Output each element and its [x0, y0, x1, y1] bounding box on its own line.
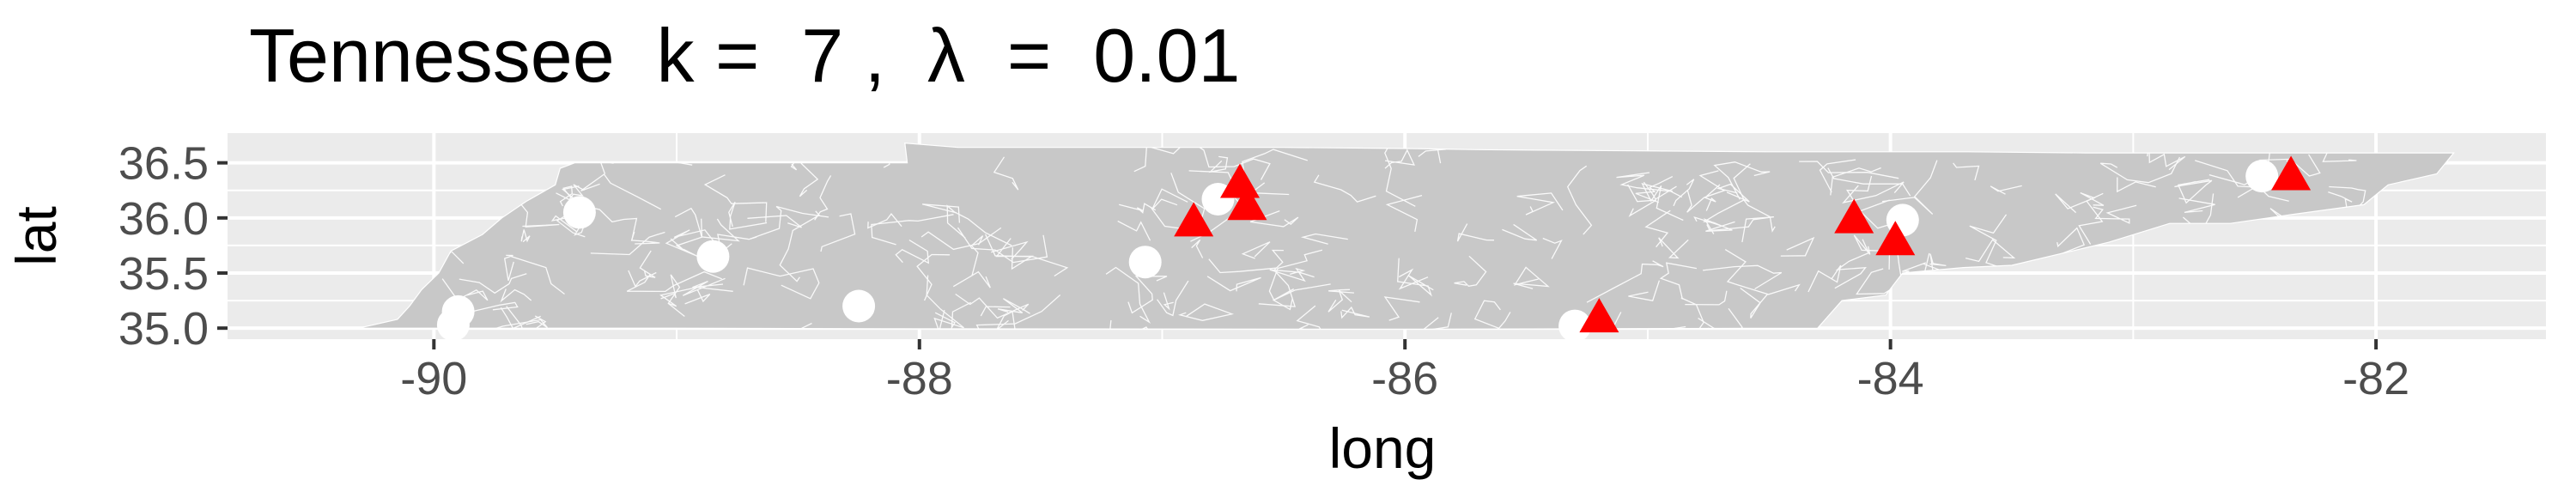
y-axis-label: lat [4, 206, 68, 266]
triangle-point [1227, 185, 1267, 221]
circle-point [842, 289, 876, 323]
circle-points [436, 160, 2279, 343]
triangle-point [1834, 198, 1874, 234]
circle-point [562, 196, 596, 229]
x-tick-label: -82 [2342, 353, 2409, 404]
x-tick-label: -90 [400, 353, 467, 404]
triangle-point [1174, 202, 1214, 237]
x-tick-label: -86 [1371, 353, 1438, 404]
triangle-point [1579, 298, 1619, 333]
triangle-point [1220, 163, 1260, 198]
circle-point [436, 308, 470, 342]
x-axis-label: long [1329, 416, 1437, 480]
x-axis: -90 -88 -86 -84 -82 [400, 339, 2409, 404]
circle-point [696, 240, 730, 273]
y-tick-label: 35.0 [118, 303, 209, 355]
triangle-point [2271, 155, 2312, 191]
y-tick-label: 35.5 [118, 248, 209, 300]
circle-point [1128, 246, 1162, 279]
y-tick-label: 36.0 [118, 193, 209, 245]
circle-point [1558, 309, 1592, 343]
triangle-points [1174, 155, 2312, 333]
circle-point [2245, 160, 2279, 193]
x-tick-label: -84 [1857, 353, 1924, 404]
chart-title: Tennessee k = 7 , λ = 0.01 [249, 13, 1240, 98]
y-axis: 35.035.536.036.5 [118, 138, 228, 355]
y-tick-label: 36.5 [118, 138, 209, 190]
triangle-point [1875, 221, 1916, 256]
tennessee-state-region [358, 142, 2455, 331]
x-tick-label: -88 [886, 353, 953, 404]
